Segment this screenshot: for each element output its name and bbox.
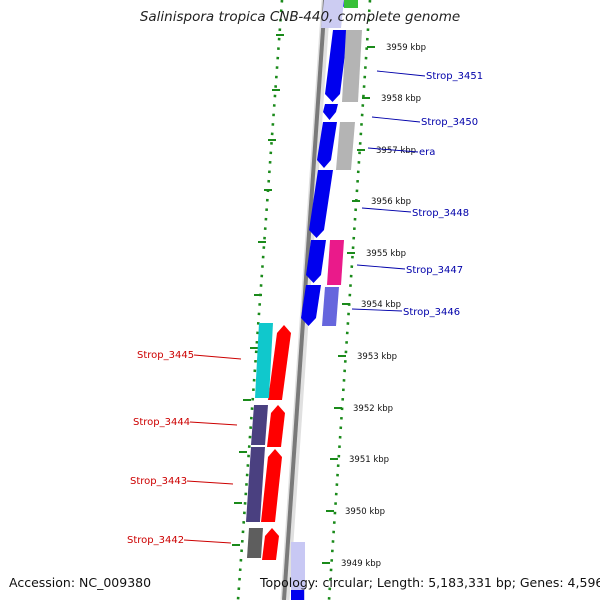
reverse-cds-feature bbox=[267, 405, 285, 447]
reverse-cds-feature bbox=[261, 449, 282, 522]
scale-tick-label: 3959 kbp bbox=[386, 43, 426, 53]
forward-cds-feature bbox=[301, 285, 321, 326]
accession-text: Accession: NC_009380 bbox=[9, 575, 152, 590]
gene-label-leader bbox=[376, 70, 426, 77]
reverse-gene-box bbox=[291, 542, 305, 600]
scale-tick-label: 3955 kbp bbox=[366, 249, 406, 259]
reverse-gene-box bbox=[251, 405, 268, 445]
forward-cds-feature bbox=[306, 240, 326, 283]
reverse-gene-label: Strop_3443 bbox=[130, 476, 187, 487]
forward-gene-box bbox=[327, 240, 344, 285]
forward-gene-label: era bbox=[419, 147, 435, 158]
reverse-gene-label: Strop_3445 bbox=[137, 350, 194, 361]
gene-label-leader bbox=[193, 354, 242, 360]
forward-gene-label: Strop_3448 bbox=[412, 208, 469, 219]
scale-tick-label: 3951 kbp bbox=[349, 455, 389, 465]
gene-label-leader bbox=[351, 308, 403, 312]
forward-gene-box bbox=[344, 0, 358, 8]
gene-label-leader bbox=[186, 480, 234, 485]
reverse-gene-box bbox=[247, 528, 263, 558]
forward-gene-box bbox=[321, 0, 344, 28]
forward-cds-feature bbox=[309, 170, 333, 238]
scale-tick-label: 3958 kbp bbox=[381, 94, 421, 104]
reverse-gene-label: Strop_3442 bbox=[127, 535, 184, 546]
forward-gene-label: Strop_3447 bbox=[406, 265, 463, 276]
gene-label-leader bbox=[189, 421, 238, 426]
scale-tick-label: 3954 kbp bbox=[361, 300, 401, 310]
reverse-gene-box bbox=[291, 590, 304, 600]
forward-cds-feature bbox=[317, 122, 337, 168]
genome-summary-text: Topology: circular; Length: 5,183,331 bp… bbox=[260, 575, 600, 590]
gene-label-leader bbox=[183, 539, 232, 544]
forward-cds-feature bbox=[323, 104, 338, 120]
forward-gene-box bbox=[322, 287, 339, 326]
gene-label-leader bbox=[367, 147, 419, 153]
reverse-gene-box bbox=[246, 447, 265, 522]
scale-tick-label: 3952 kbp bbox=[353, 404, 393, 414]
forward-gene-box bbox=[342, 30, 362, 102]
scale-tick-label: 3957 kbp bbox=[376, 146, 416, 156]
reverse-gene-label: Strop_3444 bbox=[133, 417, 190, 428]
gene-label-leader bbox=[371, 116, 421, 123]
forward-gene-label: Strop_3451 bbox=[426, 71, 483, 82]
reverse-gene-box bbox=[255, 323, 273, 398]
forward-cds-feature bbox=[325, 30, 348, 102]
scale-tick-label: 3949 kbp bbox=[341, 559, 381, 569]
gene-label-leader bbox=[361, 207, 412, 213]
forward-gene-label: Strop_3446 bbox=[403, 307, 460, 318]
forward-gene-box bbox=[336, 122, 355, 170]
gene-label-leader bbox=[356, 264, 406, 270]
scale-tick-label: 3950 kbp bbox=[345, 507, 385, 517]
forward-gene-label: Strop_3450 bbox=[421, 117, 478, 128]
map-title: Salinispora tropica CNB-440, complete ge… bbox=[139, 9, 461, 25]
reverse-cds-feature bbox=[262, 528, 279, 560]
reverse-cds-feature bbox=[268, 325, 291, 400]
scale-tick-label: 3956 kbp bbox=[371, 197, 411, 207]
scale-tick-label: 3953 kbp bbox=[357, 352, 397, 362]
